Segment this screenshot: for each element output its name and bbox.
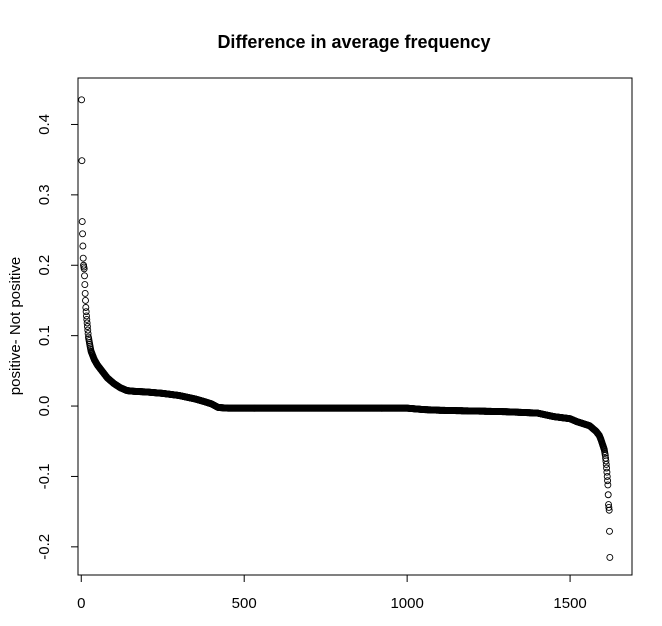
chart-title: Difference in average frequency <box>217 32 490 52</box>
x-tick-label: 500 <box>232 595 257 612</box>
data-point <box>83 312 90 320</box>
data-point <box>603 464 611 472</box>
data-point <box>84 326 92 334</box>
x-tick-label: 1000 <box>390 595 423 612</box>
y-axis-label: positive- Not positive <box>7 257 24 395</box>
data-point <box>82 308 90 316</box>
data-point <box>603 472 611 480</box>
data-point <box>80 265 88 273</box>
data-point <box>79 230 87 238</box>
data-point <box>84 330 92 337</box>
data-point <box>603 468 611 476</box>
x-tick-label: 1500 <box>553 595 586 612</box>
data-point <box>83 316 91 323</box>
data-point <box>82 304 90 311</box>
y-tick-label: 0.4 <box>36 114 53 135</box>
data-point <box>81 289 89 297</box>
x-axis: 0 500 1000 1500 <box>77 574 587 612</box>
data-point <box>602 457 610 465</box>
x-tick-label: 0 <box>77 595 85 612</box>
plot-frame <box>77 77 633 576</box>
data-point <box>606 527 613 535</box>
data-point <box>78 96 86 104</box>
data-point <box>604 477 612 485</box>
data-point <box>78 157 86 165</box>
data-point <box>81 272 88 280</box>
data-point <box>605 503 613 511</box>
y-tick-label: -0.2 <box>36 534 53 560</box>
data-point <box>605 506 613 514</box>
y-tick-label: -0.1 <box>36 464 53 490</box>
data-point <box>79 254 87 262</box>
y-tick-label: 0.2 <box>36 255 53 276</box>
y-tick-label: 0.1 <box>36 325 53 346</box>
data-point <box>83 323 91 330</box>
data-point <box>604 491 612 499</box>
data-points <box>78 96 614 561</box>
data-point <box>602 461 610 468</box>
data-point <box>81 281 89 289</box>
data-point <box>83 319 91 327</box>
data-point <box>604 481 612 489</box>
y-axis: -0.2 -0.1 0.0 0.1 0.2 0.3 0.4 <box>36 114 79 560</box>
data-point <box>78 218 86 226</box>
data-point <box>606 553 614 561</box>
y-tick-label: 0.0 <box>36 396 53 417</box>
data-point <box>79 242 87 250</box>
y-tick-label: 0.3 <box>36 184 53 205</box>
data-point <box>82 297 89 304</box>
